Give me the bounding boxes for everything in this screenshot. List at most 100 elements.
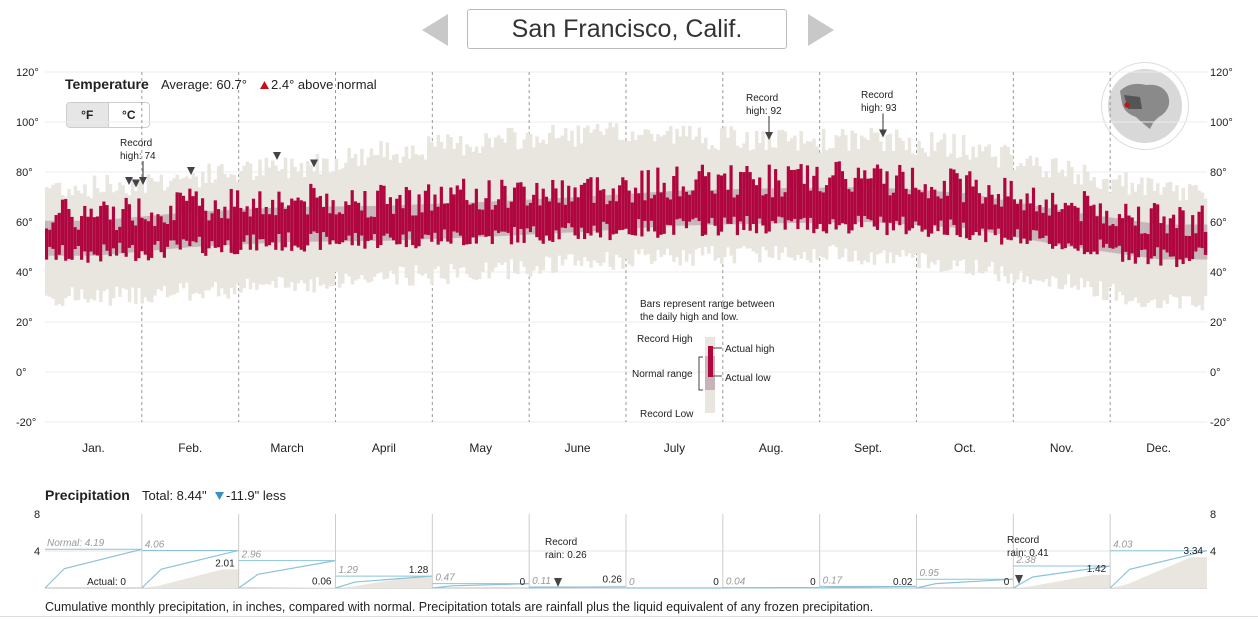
actual-range-bar <box>1082 191 1087 255</box>
actual-range-bar <box>923 184 928 230</box>
actual-range-bar <box>293 200 297 246</box>
actual-range-bar <box>500 179 504 232</box>
actual-range-bar <box>847 189 851 234</box>
actual-range-bar <box>726 189 730 224</box>
precip-actual-area <box>1013 574 1111 588</box>
actual-range-bar <box>684 191 689 229</box>
actual-range-bar <box>812 175 816 234</box>
actual-range-bar <box>780 196 784 218</box>
actual-range-bar <box>993 204 998 236</box>
actual-range-bar <box>462 178 466 246</box>
actual-range-bar <box>245 206 250 236</box>
actual-range-bar <box>290 198 294 251</box>
actual-range-bar <box>162 222 167 258</box>
precipitation-caption: Cumulative monthly precipitation, in inc… <box>45 600 874 614</box>
actual-range-bar <box>984 197 988 243</box>
actual-range-bar <box>815 166 819 229</box>
actual-range-bar <box>1009 180 1014 241</box>
actual-range-bar <box>1076 207 1080 251</box>
actual-range-bar <box>961 202 966 223</box>
precip-normal-value: 0.17 <box>823 575 843 586</box>
precip-actual-value: 0.26 <box>603 575 623 586</box>
actual-range-bar <box>602 189 606 222</box>
actual-range-bar <box>512 187 517 227</box>
actual-range-bar <box>449 187 453 244</box>
actual-range-bar <box>754 185 759 234</box>
actual-range-bar <box>232 206 237 255</box>
city-selector[interactable]: San Francisco, Calif. <box>467 9 787 49</box>
precip-actual-value: 0 <box>713 577 719 588</box>
actual-range-bar <box>484 198 488 237</box>
actual-range-bar <box>729 165 733 224</box>
actual-range-bar <box>748 172 753 231</box>
actual-range-bar <box>356 202 361 246</box>
actual-range-bar <box>885 171 889 236</box>
unit-f-button[interactable]: °F <box>67 103 108 127</box>
actual-range-bar <box>586 178 590 234</box>
actual-range-bar <box>404 186 409 248</box>
actual-range-bar <box>955 173 959 236</box>
actual-range-bar <box>509 201 514 245</box>
precip-actual-value: 0 <box>520 577 526 588</box>
actual-range-bar <box>707 172 711 224</box>
actual-range-bar <box>665 197 670 225</box>
actual-range-bar <box>697 171 702 222</box>
record-range-bar <box>497 135 501 263</box>
actual-range-bar <box>369 216 374 240</box>
actual-range-bar <box>869 178 874 221</box>
record-range-bar <box>592 129 597 261</box>
actual-range-bar <box>89 208 94 252</box>
precip-actual-value: 0.02 <box>893 577 913 588</box>
precip-normal-line <box>141 549 239 589</box>
actual-range-bar <box>633 187 638 236</box>
actual-range-bar <box>159 216 164 253</box>
actual-range-bar <box>828 177 832 225</box>
precip-normal-value: 2.96 <box>241 550 262 561</box>
record-marker-icon <box>139 177 147 185</box>
record-range-bar <box>484 133 488 263</box>
actual-range-bar <box>898 164 902 226</box>
actual-range-bar <box>216 209 221 248</box>
actual-range-bar <box>48 229 52 247</box>
actual-range-bar <box>866 178 870 220</box>
precip-normal-value: 0 <box>629 577 635 588</box>
precip-actual-label: Actual: 0 <box>87 577 126 588</box>
actual-range-bar <box>366 217 371 241</box>
actual-range-bar <box>1184 235 1189 258</box>
actual-range-bar <box>592 202 597 226</box>
actual-range-bar <box>1111 224 1115 249</box>
precip-actual-value: 0.06 <box>312 576 332 587</box>
actual-range-bar <box>952 169 956 225</box>
next-city-arrow-icon[interactable] <box>808 14 834 46</box>
actual-range-bar <box>614 201 619 234</box>
actual-range-bar <box>1041 212 1045 238</box>
record-annotation-label: Record <box>120 138 152 149</box>
actual-range-bar <box>296 197 300 248</box>
actual-range-bar <box>895 175 899 221</box>
actual-range-bar <box>341 213 345 243</box>
actual-range-bar <box>859 178 864 228</box>
actual-range-bar <box>891 192 896 231</box>
actual-range-bar <box>382 185 386 236</box>
actual-range-bar <box>799 164 803 220</box>
actual-range-bar <box>739 171 743 222</box>
actual-range-bar <box>430 210 434 242</box>
previous-city-arrow-icon[interactable] <box>422 14 448 46</box>
actual-range-bar <box>637 193 641 220</box>
precip-actual-area <box>335 576 433 588</box>
actual-range-bar <box>608 200 612 241</box>
actual-range-bar <box>621 177 625 230</box>
actual-range-bar <box>150 212 154 258</box>
y-axis-label: 20° <box>16 317 33 329</box>
actual-range-bar <box>188 188 192 247</box>
record-marker-icon <box>132 179 140 188</box>
record-marker-icon <box>310 159 318 168</box>
actual-range-bar <box>656 167 660 238</box>
precip-normal-line <box>335 575 433 589</box>
actual-range-bar <box>809 190 813 218</box>
y-axis-label: 0° <box>1210 367 1221 379</box>
precipitation-total: Total: 8.44" <box>142 488 207 503</box>
precipitation-heading: Precipitation <box>45 487 130 503</box>
actual-range-bar <box>713 193 718 226</box>
actual-range-bar <box>452 194 456 232</box>
